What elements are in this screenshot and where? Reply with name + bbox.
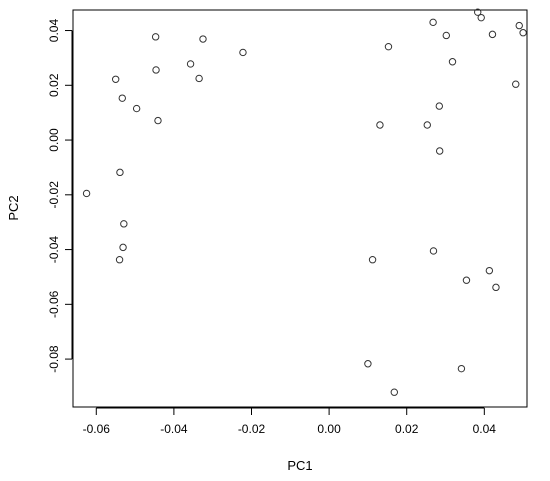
data-point bbox=[485, 266, 494, 275]
data-point bbox=[152, 66, 160, 74]
data-point bbox=[116, 168, 124, 177]
data-point bbox=[519, 29, 527, 37]
x-tick-label: 0.04 bbox=[473, 422, 497, 436]
data-point bbox=[477, 13, 485, 22]
x-axis-title: PC1 bbox=[287, 458, 312, 473]
data-point bbox=[462, 276, 471, 284]
data-point bbox=[435, 147, 444, 155]
data-point bbox=[151, 33, 160, 41]
data-point bbox=[239, 48, 247, 57]
y-axis: -0.08 -0.06 -0.04 -0.02 0.00 0.02 0.04 bbox=[47, 19, 73, 373]
data-point bbox=[474, 8, 482, 16]
y-tick-label: -0.08 bbox=[47, 345, 61, 373]
x-tick-label: 0.00 bbox=[317, 422, 341, 436]
data-point bbox=[364, 360, 372, 368]
data-point bbox=[429, 247, 438, 255]
y-tick-label: -0.02 bbox=[47, 181, 61, 209]
data-point bbox=[457, 364, 466, 373]
x-tick-label: 0.02 bbox=[395, 422, 419, 436]
data-point bbox=[154, 116, 162, 125]
data-point bbox=[390, 388, 398, 396]
data-points bbox=[82, 8, 527, 396]
data-point bbox=[384, 42, 393, 51]
data-point bbox=[118, 94, 126, 102]
data-point bbox=[442, 31, 450, 40]
y-tick-label: -0.04 bbox=[47, 236, 61, 264]
data-point bbox=[120, 220, 128, 228]
data-point bbox=[492, 283, 500, 292]
y-tick-label: 0.02 bbox=[47, 73, 61, 97]
data-point bbox=[448, 58, 457, 66]
data-point bbox=[82, 189, 91, 198]
y-tick-label: 0.04 bbox=[47, 19, 61, 43]
data-point bbox=[488, 30, 497, 39]
data-point bbox=[512, 80, 520, 88]
data-point bbox=[435, 102, 444, 110]
data-point bbox=[199, 35, 207, 43]
y-tick-label: 0.00 bbox=[47, 128, 61, 152]
data-point bbox=[186, 60, 195, 68]
plot-frame bbox=[72, 9, 528, 408]
data-point bbox=[195, 74, 203, 83]
x-tick-label: -0.06 bbox=[83, 422, 111, 436]
data-point bbox=[115, 255, 124, 264]
y-tick-label: -0.06 bbox=[47, 290, 61, 318]
x-tick-label: -0.04 bbox=[160, 422, 188, 436]
data-point bbox=[119, 243, 127, 252]
x-axis: -0.06 -0.04 -0.02 0.00 0.02 0.04 bbox=[83, 407, 497, 436]
x-tick-label: -0.02 bbox=[238, 422, 266, 436]
data-point bbox=[429, 18, 437, 27]
data-point bbox=[376, 121, 384, 129]
data-point bbox=[111, 75, 120, 83]
data-point bbox=[368, 255, 377, 264]
y-axis-title: PC2 bbox=[6, 195, 21, 220]
data-point bbox=[515, 21, 523, 30]
data-point bbox=[132, 104, 141, 113]
data-point bbox=[423, 121, 431, 129]
